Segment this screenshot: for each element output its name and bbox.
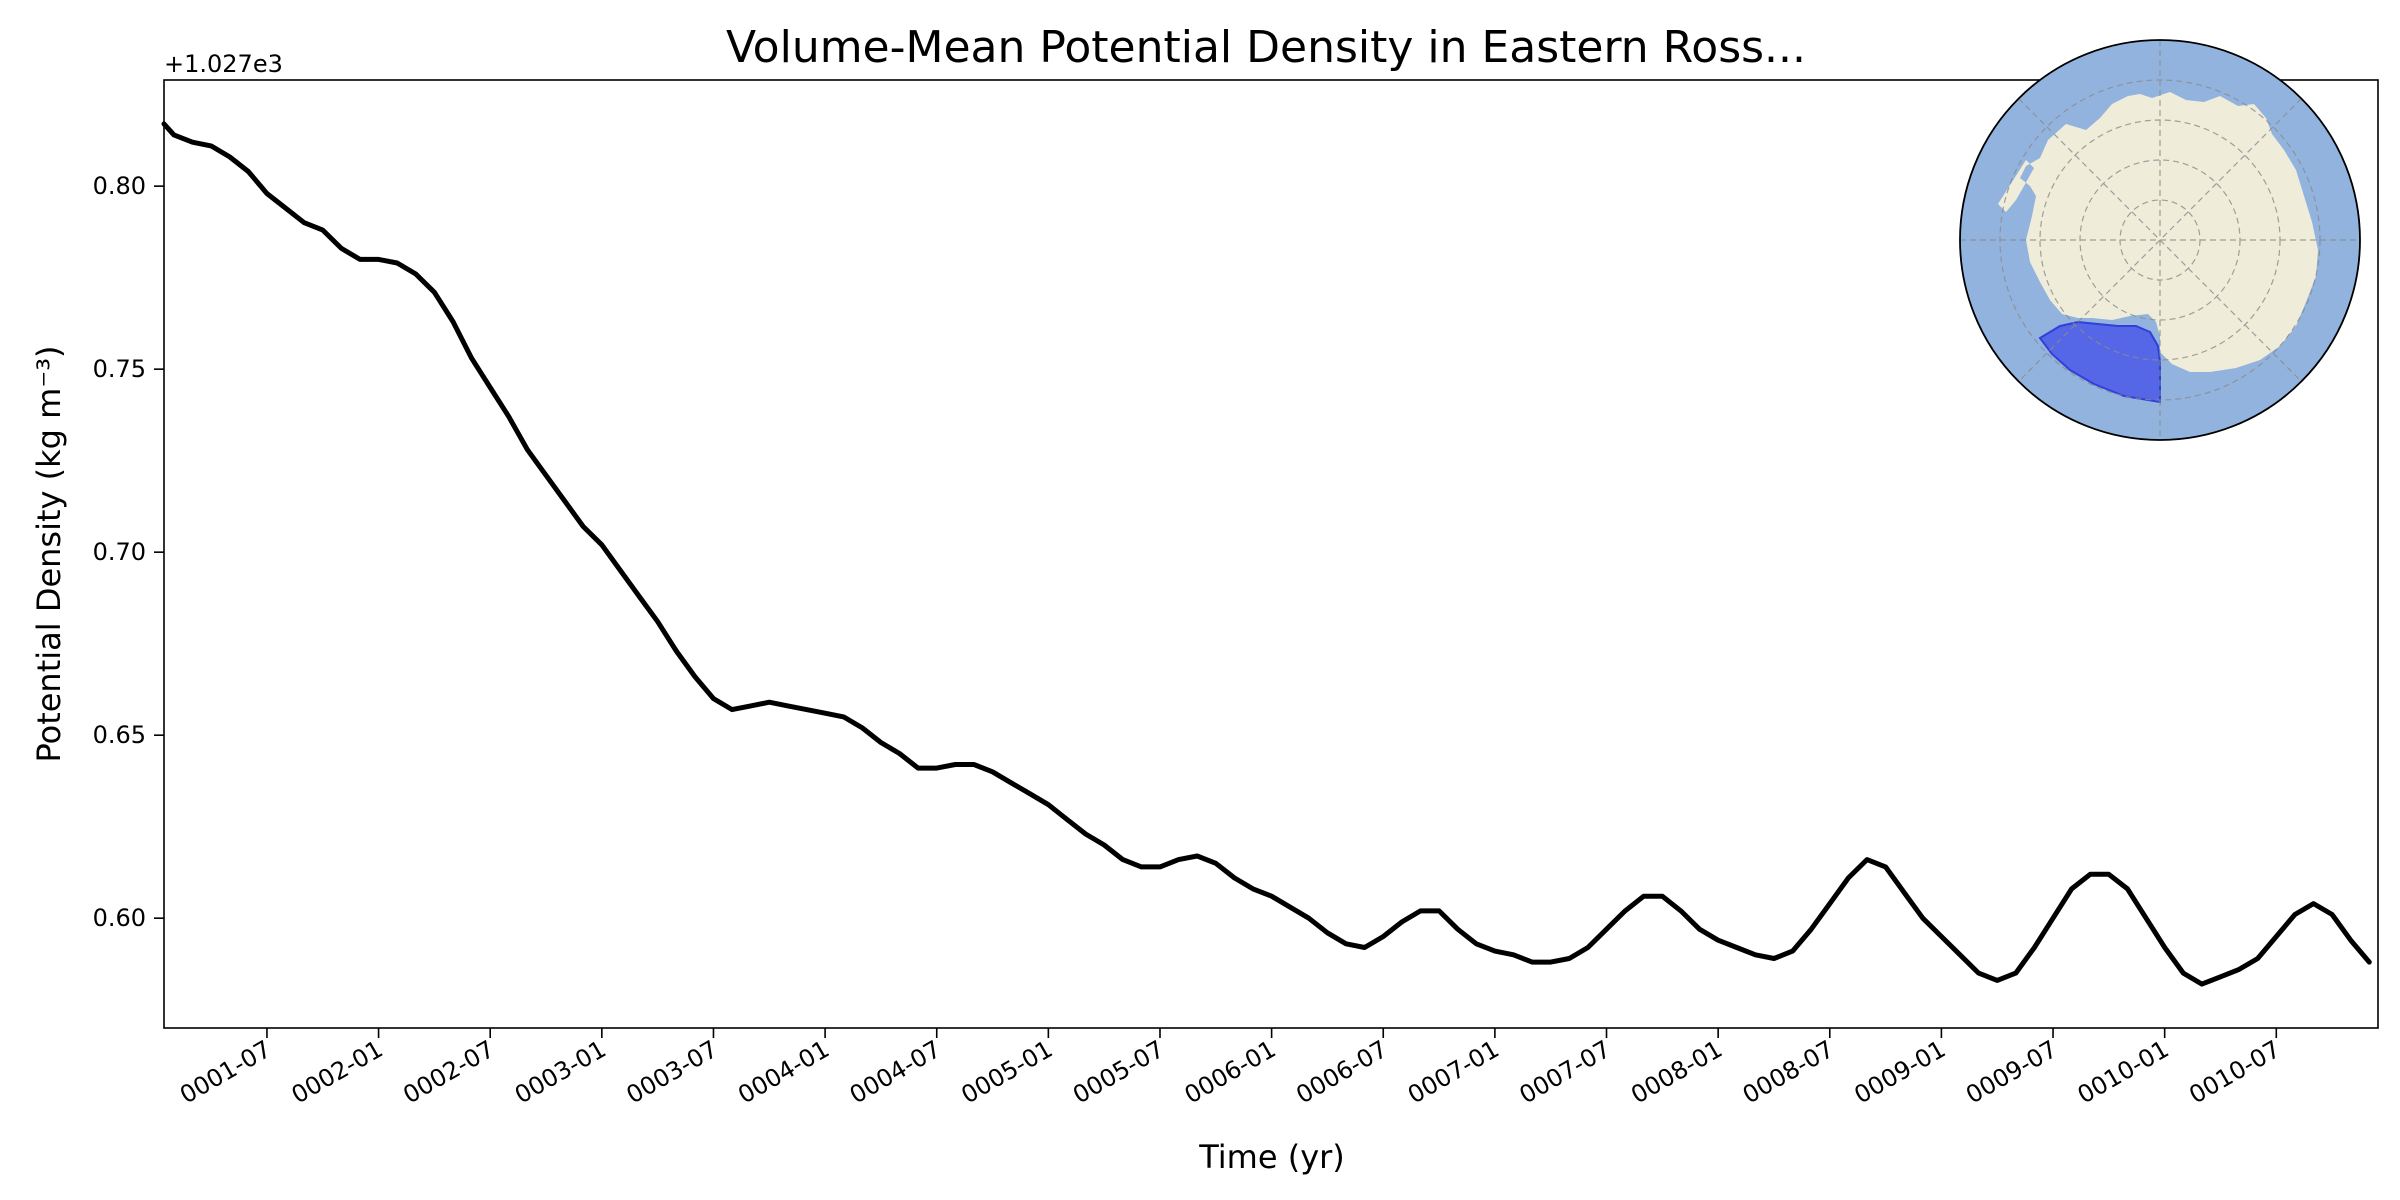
- y-tick-label: 0.75: [93, 355, 146, 383]
- y-tick-label: 0.70: [93, 538, 146, 566]
- y-tick-label: 0.80: [93, 172, 146, 200]
- y-offset-label: +1.027e3: [164, 50, 283, 78]
- y-axis-label: Potential Density (kg m⁻³): [30, 345, 68, 762]
- series-line: [161, 121, 2372, 987]
- y-axis: 0.60 0.65 0.70 0.75 0.80: [93, 172, 164, 932]
- y-tick-label: 0.65: [93, 721, 146, 749]
- chart-title: Volume-Mean Potential Density in Eastern…: [726, 22, 1806, 73]
- map-outline: [1959, 39, 2361, 441]
- inset-antarctica-map: [1959, 39, 2361, 441]
- map-graticule: [1960, 40, 2360, 440]
- y-tick-label: 0.60: [93, 904, 146, 932]
- map-land-antarctica: [1998, 92, 2318, 372]
- series-group: [161, 121, 2372, 987]
- x-axis-label: Time (yr): [1198, 1138, 1345, 1176]
